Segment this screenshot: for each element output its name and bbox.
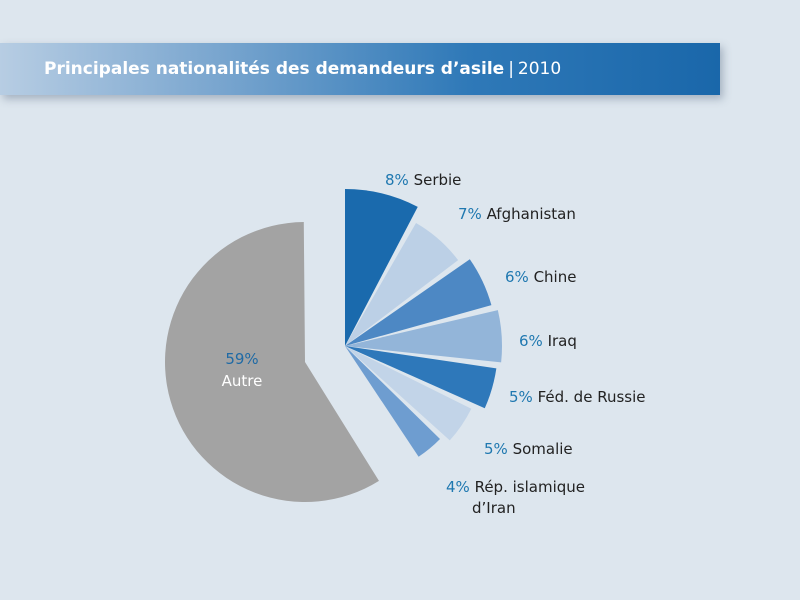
slice-label-somalie: 5% Somalie xyxy=(484,440,573,458)
slice-label-name: Serbie xyxy=(414,171,462,189)
slice-label-pct: 5% xyxy=(484,440,513,458)
pie-slice-fed-de-russie xyxy=(345,346,497,409)
chart-title: Principales nationalités des demandeurs … xyxy=(44,59,561,79)
slice-label-rep-islamique-d-iran: 4% Rép. islamique d’Iran xyxy=(446,478,585,517)
pie-slice-iraq xyxy=(345,310,502,363)
pie-slice-autre xyxy=(164,222,379,503)
slice-label-pct: 6% xyxy=(519,332,548,350)
slice-label-name: Féd. de Russie xyxy=(538,388,646,406)
slice-label-pct: 6% xyxy=(505,268,534,286)
slice-label-pct-autre: 59% xyxy=(225,350,258,368)
title-bar: Principales nationalités des demandeurs … xyxy=(0,43,720,95)
slice-label-name: Afghanistan xyxy=(487,205,576,223)
chart-title-year: 2010 xyxy=(517,59,562,79)
pie-slice-somalie xyxy=(345,346,472,441)
pie-slice-afghanistan xyxy=(345,223,459,346)
slice-label-chine: 6% Chine xyxy=(505,268,576,286)
slice-label-name-line: d’Iran xyxy=(472,499,516,517)
pie-slice-serbie xyxy=(345,189,418,346)
slice-label-fed-de-russie: 5% Féd. de Russie xyxy=(509,388,645,406)
slice-label-pct: 7% xyxy=(458,205,487,223)
chart-title-separator: | xyxy=(508,59,514,79)
pie-slice-chine xyxy=(345,259,492,346)
slice-label-iraq: 6% Iraq xyxy=(519,332,577,350)
slice-label-serbie: 8% Serbie xyxy=(385,171,461,189)
pie-slice-rep-islamique-d-iran xyxy=(345,346,441,457)
slice-label-pct: 4% xyxy=(446,478,475,496)
slice-label-pct: 5% xyxy=(509,388,538,406)
slice-label-name: Iraq xyxy=(548,332,577,350)
slice-label-name: Rép. islamique xyxy=(475,478,585,496)
slice-label-afghanistan: 7% Afghanistan xyxy=(458,205,576,223)
pie-slices xyxy=(164,189,502,503)
slice-label-name: Chine xyxy=(534,268,577,286)
slice-label-name-autre: Autre xyxy=(222,372,263,390)
chart-title-main: Principales nationalités des demandeurs … xyxy=(44,59,505,79)
slice-label-pct: 8% xyxy=(385,171,414,189)
slice-label-name: Somalie xyxy=(513,440,573,458)
